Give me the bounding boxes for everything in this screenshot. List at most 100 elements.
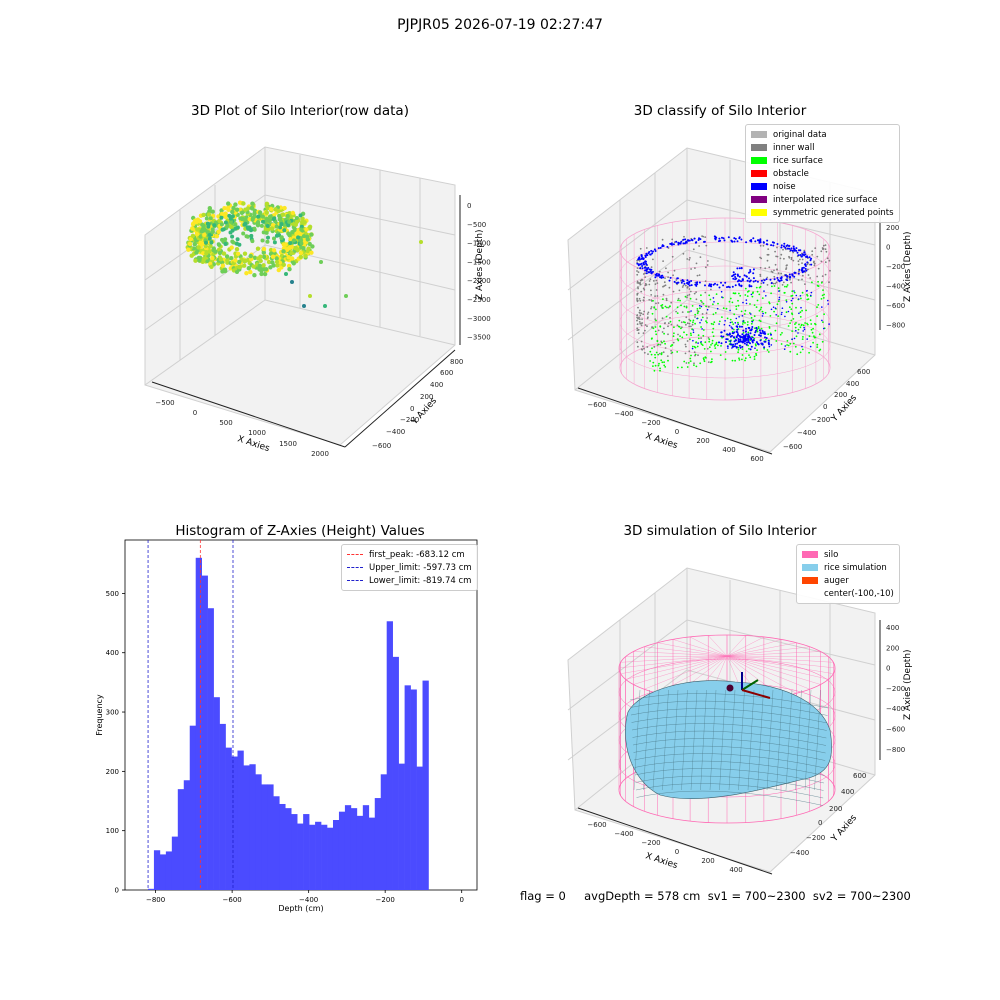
noise-point	[683, 282, 686, 285]
inner-wall-point	[647, 311, 650, 314]
noise-point	[827, 299, 829, 302]
raw-point	[287, 267, 292, 272]
panel1-ztick: −2000	[467, 277, 491, 285]
rice-surface-point	[732, 323, 735, 325]
noise-point	[750, 285, 753, 288]
histogram-bar	[392, 656, 399, 890]
noise-point	[778, 290, 780, 292]
histogram-ylabel: Frequency	[95, 694, 104, 736]
inner-wall-point	[775, 281, 778, 284]
raw-point	[261, 246, 267, 252]
noise-point	[723, 329, 726, 332]
rice-surface-point	[746, 321, 749, 323]
rice-surface-point	[793, 291, 796, 294]
rice-mesh-line	[633, 753, 825, 769]
legend-swatch	[751, 170, 767, 177]
panel4-ztick: −600	[886, 726, 905, 734]
legend-label: first_peak: -683.12 cm	[369, 549, 465, 560]
noise-point	[761, 329, 764, 332]
rice-surface-point	[652, 365, 654, 367]
legend-entry: original data	[751, 128, 894, 141]
raw-point	[303, 253, 308, 259]
noise-point	[756, 342, 759, 345]
rice-surface-point	[808, 335, 811, 338]
noise-point	[765, 243, 768, 246]
raw-point	[305, 237, 310, 242]
raw-point	[268, 207, 274, 212]
inner-wall-point	[637, 281, 639, 284]
noise-point	[752, 339, 755, 342]
rice-mesh-line	[635, 775, 824, 791]
histogram-xtick-label: −400	[299, 896, 318, 904]
noise-point	[639, 258, 641, 261]
noise-point	[800, 306, 802, 309]
inner-wall-point	[663, 322, 666, 325]
rice-surface-point	[690, 354, 692, 357]
noise-point	[693, 237, 696, 240]
inner-wall-point	[705, 312, 708, 315]
rice-surface-point	[683, 305, 686, 308]
inner-wall-point	[655, 289, 658, 291]
noise-point	[803, 251, 806, 254]
noise-point	[738, 335, 741, 338]
inner-wall-point	[688, 258, 691, 261]
raw-point	[264, 201, 270, 206]
noise-point	[700, 341, 702, 343]
inner-wall-point	[790, 256, 793, 259]
rice-mesh-line	[795, 689, 802, 791]
noise-point	[645, 260, 647, 263]
rice-surface-point	[757, 326, 760, 328]
rice-surface-point	[685, 306, 688, 309]
outlier-point	[323, 304, 327, 308]
rice-surface-point	[722, 307, 725, 310]
panel4-legend: silo rice simulation auger center(-100,-10)	[796, 544, 900, 604]
rice-surface-point	[760, 306, 763, 309]
rice-surface-point	[817, 304, 820, 306]
silo-roof-wire	[633, 651, 728, 657]
rice-surface-point	[749, 356, 752, 359]
noise-point	[699, 304, 701, 307]
rice-surface-point	[816, 315, 818, 317]
rice-surface-point	[767, 351, 770, 353]
rice-surface-point	[802, 324, 805, 327]
noise-point	[718, 237, 721, 240]
rice-surface-point	[700, 294, 702, 297]
noise-point	[763, 279, 766, 282]
inner-wall-point	[647, 316, 649, 319]
rice-surface-point	[800, 297, 802, 300]
rice-surface-point	[759, 320, 762, 323]
noise-point	[695, 241, 698, 244]
rice-surface-point	[710, 344, 712, 346]
rice-surface-point	[773, 285, 776, 287]
rice-surface-point	[759, 285, 762, 288]
histogram-bar	[243, 765, 250, 890]
noise-point	[797, 332, 799, 334]
inner-wall-point	[824, 261, 827, 264]
noise-point	[734, 284, 737, 287]
rice-surface-point	[663, 332, 665, 335]
inner-wall-point	[688, 293, 691, 296]
rice-surface-point	[726, 317, 729, 320]
rice-surface-point	[686, 366, 689, 368]
rice-surface-point	[750, 322, 753, 325]
inner-wall-point	[650, 266, 653, 268]
raw-point	[263, 267, 269, 272]
rice-surface-point	[799, 326, 802, 329]
inner-wall-point	[638, 297, 641, 300]
rice-surface-point	[705, 320, 707, 322]
rice-surface-point	[757, 327, 760, 330]
inner-wall-point	[685, 362, 688, 364]
noise-point	[726, 286, 728, 289]
noise-point	[736, 267, 739, 270]
noise-point	[647, 271, 650, 274]
histogram-bar	[165, 851, 173, 890]
panel2-xtick: −400	[614, 410, 633, 418]
raw-point	[229, 245, 234, 250]
rice-mesh-line	[738, 689, 745, 791]
noise-point	[712, 283, 715, 286]
noise-point	[780, 313, 783, 316]
inner-wall-point	[661, 238, 664, 241]
inner-wall-point	[657, 329, 660, 332]
rice-surface-point	[770, 292, 772, 295]
inner-wall-point	[811, 253, 814, 256]
